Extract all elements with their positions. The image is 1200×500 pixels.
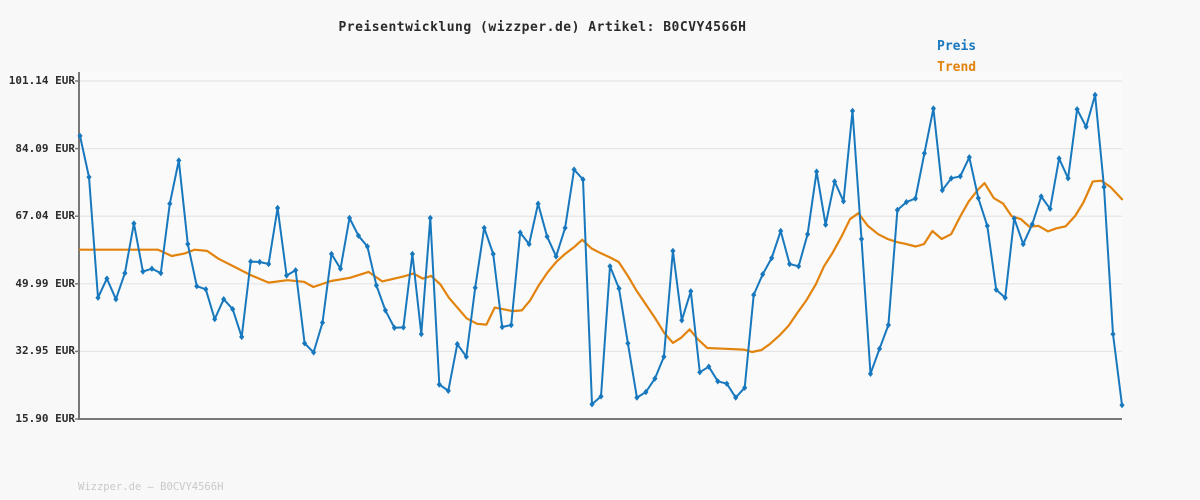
y-axis-label: 49.99 EUR <box>15 276 75 290</box>
plot-area <box>80 72 1122 419</box>
watermark-footer: Wizzper.de – B0CVY4566H <box>78 481 224 493</box>
y-axis-label: 67.04 EUR <box>15 209 75 223</box>
legend-item-preis: Preis <box>937 39 977 54</box>
y-axis-label: 101.14 EUR <box>8 74 75 87</box>
y-axis-label: 84.09 EUR <box>15 141 75 155</box>
legend-item-trend: Trend <box>937 60 977 75</box>
y-axis-label: 15.90 EUR <box>15 412 75 425</box>
chart-title: Preisentwicklung (wizzper.de) Artikel: B… <box>338 20 747 35</box>
y-axis-label: 32.95 EUR <box>15 344 75 358</box>
